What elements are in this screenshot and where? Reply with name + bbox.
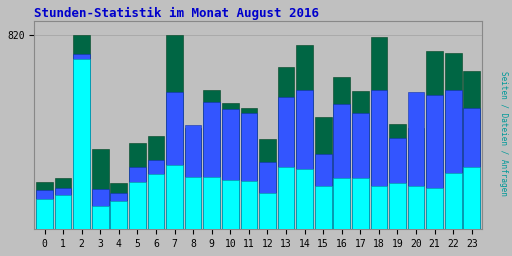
Bar xyxy=(333,104,350,229)
Bar xyxy=(241,108,257,229)
Text: Stunden-Statistik im Monat August 2016: Stunden-Statistik im Monat August 2016 xyxy=(34,7,319,20)
Bar xyxy=(111,201,127,229)
Bar xyxy=(426,94,443,229)
Bar xyxy=(352,113,369,229)
Bar xyxy=(389,124,406,229)
Bar xyxy=(278,67,294,229)
Bar xyxy=(203,102,220,229)
Bar xyxy=(445,90,462,229)
Bar xyxy=(222,103,239,229)
Bar xyxy=(185,177,202,229)
Bar xyxy=(73,54,90,229)
Bar xyxy=(296,169,313,229)
Bar xyxy=(129,167,146,229)
Bar xyxy=(166,35,183,229)
Bar xyxy=(296,90,313,229)
Bar xyxy=(147,159,164,229)
Bar xyxy=(73,59,90,229)
Bar xyxy=(166,165,183,229)
Bar xyxy=(278,167,294,229)
Bar xyxy=(241,113,257,229)
Bar xyxy=(129,143,146,229)
Bar xyxy=(315,154,332,229)
Bar xyxy=(203,90,220,229)
Bar xyxy=(296,45,313,229)
Bar xyxy=(129,182,146,229)
Bar xyxy=(111,183,127,229)
Bar xyxy=(371,186,387,229)
Bar xyxy=(352,91,369,229)
Bar xyxy=(389,183,406,229)
Bar xyxy=(315,117,332,229)
Bar xyxy=(36,190,53,229)
Bar xyxy=(408,128,424,229)
Bar xyxy=(315,186,332,229)
Bar xyxy=(36,199,53,229)
Bar xyxy=(203,177,220,229)
Bar xyxy=(445,53,462,229)
Bar xyxy=(278,97,294,229)
Bar xyxy=(166,92,183,229)
Bar xyxy=(222,180,239,229)
Bar xyxy=(408,186,424,229)
Bar xyxy=(352,178,369,229)
Bar xyxy=(55,178,72,229)
Bar xyxy=(111,193,127,229)
Bar xyxy=(463,167,480,229)
Bar xyxy=(185,128,202,229)
Bar xyxy=(259,140,276,229)
Bar xyxy=(36,182,53,229)
Bar xyxy=(333,178,350,229)
Bar xyxy=(73,35,90,229)
Bar xyxy=(241,181,257,229)
Bar xyxy=(426,188,443,229)
Bar xyxy=(259,193,276,229)
Bar xyxy=(259,162,276,229)
Bar xyxy=(222,109,239,229)
Bar xyxy=(55,188,72,229)
Bar xyxy=(463,108,480,229)
Bar xyxy=(333,77,350,229)
Bar xyxy=(55,195,72,229)
Bar xyxy=(147,136,164,229)
Bar xyxy=(445,173,462,229)
Bar xyxy=(408,92,424,229)
Bar xyxy=(463,71,480,229)
Bar xyxy=(371,90,387,229)
Bar xyxy=(185,125,202,229)
Bar xyxy=(92,189,109,229)
Bar xyxy=(389,138,406,229)
Text: Seiten / Dateien / Anfragen: Seiten / Dateien / Anfragen xyxy=(499,71,508,196)
Bar xyxy=(371,37,387,229)
Bar xyxy=(92,149,109,229)
Bar xyxy=(92,206,109,229)
Bar xyxy=(426,51,443,229)
Bar xyxy=(147,174,164,229)
